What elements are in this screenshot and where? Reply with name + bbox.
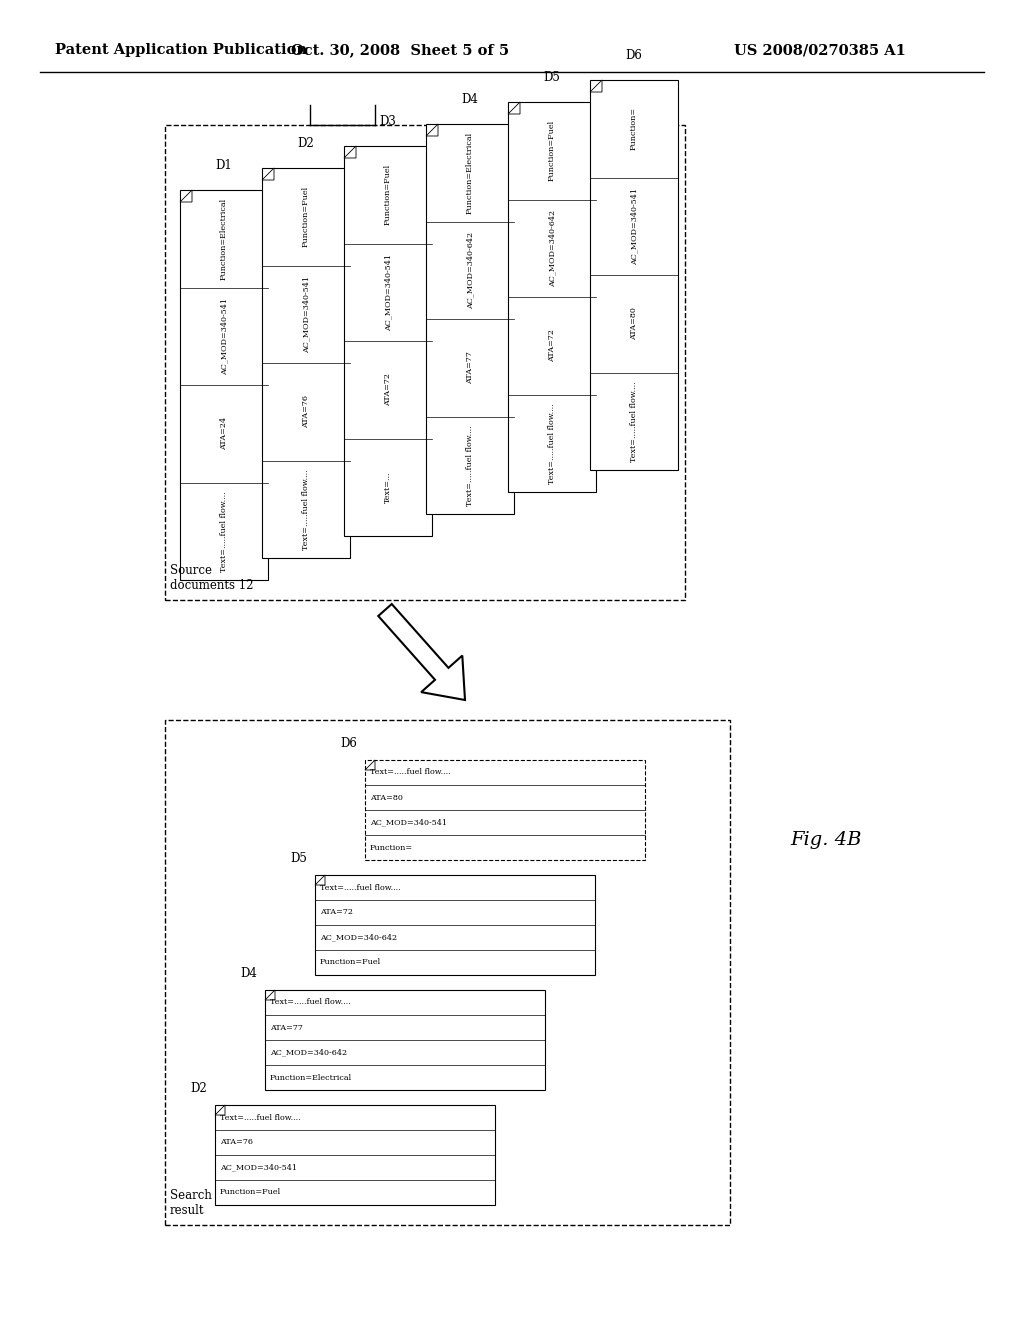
Text: ATA=76: ATA=76 xyxy=(220,1138,253,1147)
Bar xyxy=(180,190,268,579)
Bar xyxy=(215,1105,495,1205)
Text: D5: D5 xyxy=(290,851,307,865)
Text: ATA=72: ATA=72 xyxy=(319,908,353,916)
Bar xyxy=(315,875,595,975)
Bar xyxy=(344,147,432,536)
Polygon shape xyxy=(215,1105,225,1115)
Text: ATA=80: ATA=80 xyxy=(370,793,402,801)
Text: AC_MOD=340-642: AC_MOD=340-642 xyxy=(466,232,474,309)
Text: Function=: Function= xyxy=(370,843,413,851)
Text: AC_MOD=340-541: AC_MOD=340-541 xyxy=(384,253,392,331)
Bar xyxy=(165,719,730,1225)
Text: Text=.....fuel flow....: Text=.....fuel flow.... xyxy=(630,381,638,462)
Text: Oct. 30, 2008  Sheet 5 of 5: Oct. 30, 2008 Sheet 5 of 5 xyxy=(291,44,509,57)
Text: Text=.....fuel flow....: Text=.....fuel flow.... xyxy=(466,425,474,506)
Bar xyxy=(365,760,645,861)
Text: Function=Fuel: Function=Fuel xyxy=(220,1188,282,1196)
Bar xyxy=(590,81,678,470)
Text: US 2008/0270385 A1: US 2008/0270385 A1 xyxy=(734,44,906,57)
FancyArrow shape xyxy=(378,605,465,700)
Text: Text=.....fuel flow....: Text=.....fuel flow.... xyxy=(302,469,310,549)
Bar xyxy=(426,124,514,513)
Text: D1: D1 xyxy=(216,158,232,172)
Text: ATA=72: ATA=72 xyxy=(384,374,392,407)
Bar xyxy=(262,168,350,558)
Text: Function=Electrical: Function=Electrical xyxy=(220,198,228,280)
Text: D6: D6 xyxy=(626,49,642,62)
Text: Text=.....fuel flow....: Text=.....fuel flow.... xyxy=(319,883,400,891)
Text: Text=.....fuel flow....: Text=.....fuel flow.... xyxy=(220,1114,301,1122)
Text: AC_MOD=340-541: AC_MOD=340-541 xyxy=(370,818,447,826)
Text: Fig. 4B: Fig. 4B xyxy=(790,832,861,849)
Text: AC_MOD=340-642: AC_MOD=340-642 xyxy=(270,1048,347,1056)
Text: AC_MOD=340-642: AC_MOD=340-642 xyxy=(319,933,397,941)
Text: Text=.....fuel flow....: Text=.....fuel flow.... xyxy=(370,768,451,776)
Text: Patent Application Publication: Patent Application Publication xyxy=(55,44,307,57)
Bar xyxy=(265,990,545,1090)
Polygon shape xyxy=(262,168,274,180)
Text: D5: D5 xyxy=(544,71,560,84)
Text: D4: D4 xyxy=(240,968,257,979)
Text: ATA=80: ATA=80 xyxy=(630,308,638,341)
Text: Text=...: Text=... xyxy=(384,471,392,503)
Text: D3: D3 xyxy=(380,115,396,128)
Text: AC_MOD=340-642: AC_MOD=340-642 xyxy=(548,210,556,286)
Polygon shape xyxy=(344,147,356,158)
Text: ATA=24: ATA=24 xyxy=(220,417,228,450)
Text: Source
documents 12: Source documents 12 xyxy=(170,564,254,591)
Text: Function=Fuel: Function=Fuel xyxy=(548,120,556,181)
Text: D6: D6 xyxy=(340,737,357,750)
Polygon shape xyxy=(265,990,275,1001)
Text: AC_MOD=340-541: AC_MOD=340-541 xyxy=(630,187,638,265)
Text: Search
result: Search result xyxy=(170,1189,212,1217)
Polygon shape xyxy=(590,81,602,92)
Text: ATA=77: ATA=77 xyxy=(466,351,474,384)
Text: AC_MOD=340-541: AC_MOD=340-541 xyxy=(302,276,310,352)
Text: Function=Fuel: Function=Fuel xyxy=(384,164,392,226)
Text: ATA=72: ATA=72 xyxy=(548,329,556,362)
Text: D4: D4 xyxy=(462,92,478,106)
Bar xyxy=(165,125,685,601)
Text: Text=.....fuel flow....: Text=.....fuel flow.... xyxy=(548,403,556,483)
Bar xyxy=(508,102,596,492)
Polygon shape xyxy=(315,875,325,884)
Text: AC_MOD=340-541: AC_MOD=340-541 xyxy=(220,298,228,375)
Text: Function=: Function= xyxy=(630,107,638,150)
Text: D2: D2 xyxy=(190,1082,207,1096)
Text: Function=Electrical: Function=Electrical xyxy=(466,132,474,214)
Text: AC_MOD=340-541: AC_MOD=340-541 xyxy=(220,1163,297,1172)
Text: Text=.....fuel flow....: Text=.....fuel flow.... xyxy=(220,491,228,572)
Text: Text=.....fuel flow....: Text=.....fuel flow.... xyxy=(270,998,350,1006)
Text: ATA=76: ATA=76 xyxy=(302,395,310,428)
Text: D2: D2 xyxy=(298,137,314,150)
Text: Function=Electrical: Function=Electrical xyxy=(270,1073,352,1081)
Text: Function=Fuel: Function=Fuel xyxy=(302,186,310,247)
Polygon shape xyxy=(365,760,375,770)
Text: Function=Fuel: Function=Fuel xyxy=(319,958,381,966)
Polygon shape xyxy=(508,102,520,114)
Polygon shape xyxy=(426,124,438,136)
Text: ATA=77: ATA=77 xyxy=(270,1023,303,1031)
Polygon shape xyxy=(180,190,193,202)
